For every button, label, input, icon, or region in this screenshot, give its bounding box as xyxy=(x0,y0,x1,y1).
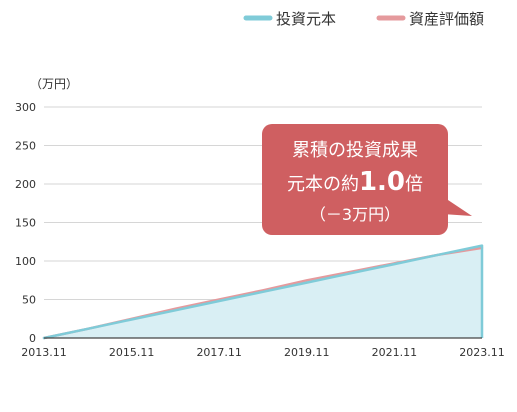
y-tick-label: 300 xyxy=(15,101,36,114)
legend-label-asset-value: 資産評価額 xyxy=(409,10,484,28)
callout: 累積の投資成果 元本の約1.0倍 （－3万円） xyxy=(262,124,472,235)
legend-item-principal: 投資元本 xyxy=(243,10,336,28)
x-tick-label: 2017.11 xyxy=(196,346,242,359)
callout-difference: （－3万円） xyxy=(310,205,400,224)
callout-title: 累積の投資成果 xyxy=(292,140,418,161)
y-tick-label: 250 xyxy=(15,140,36,153)
x-tick-label: 2023.11 xyxy=(459,346,505,359)
callout-box xyxy=(262,124,448,235)
legend-item-asset-value: 資産評価額 xyxy=(376,10,484,28)
y-axis-ticks: 0 50 100 150 200 250 300 xyxy=(15,101,36,345)
x-axis-ticks: 2013.11 2015.11 2017.11 2019.11 2021.11 2023.… xyxy=(21,337,505,359)
callout-multiple: 元本の約1.0倍 xyxy=(287,167,423,197)
y-tick-label: 150 xyxy=(15,217,36,230)
x-tick-label: 2013.11 xyxy=(21,346,67,359)
x-tick-label: 2021.11 xyxy=(372,346,418,359)
callout-multiple-prefix: 元本の約 xyxy=(287,174,359,195)
y-tick-label: 50 xyxy=(22,294,36,307)
x-tick-label: 2015.11 xyxy=(109,346,155,359)
legend: 投資元本 資産評価額 xyxy=(243,10,484,28)
principal-line xyxy=(42,244,484,340)
y-axis-unit-label: （万円） xyxy=(30,77,78,91)
callout-multiple-value: 1.0 xyxy=(359,167,405,197)
y-tick-label: 200 xyxy=(15,178,36,191)
y-tick-label: 0 xyxy=(29,332,36,345)
callout-pointer xyxy=(442,196,472,216)
callout-multiple-suffix: 倍 xyxy=(405,174,423,195)
series-layer xyxy=(42,244,484,340)
y-tick-label: 100 xyxy=(15,255,36,268)
legend-label-principal: 投資元本 xyxy=(276,10,336,28)
x-tick-label: 2019.11 xyxy=(284,346,330,359)
